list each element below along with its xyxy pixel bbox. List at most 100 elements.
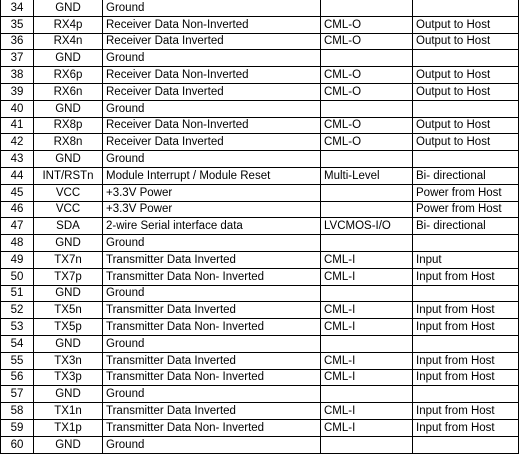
description-cell: Ground [102,234,321,252]
table-row: 51 GND Ground [0,284,519,303]
pin-number-cell: 56 [0,368,34,387]
logic-type-cell: CML-I [320,418,413,437]
signal-name-cell: RX4n [33,32,103,51]
table-row: 42 RX8n Receiver Data Inverted CML-O Output … [0,133,519,152]
signal-name-cell: GND [33,234,103,252]
logic-type-cell [320,435,413,454]
direction-cell: Input from Host [412,402,519,420]
pin-number-cell: 44 [0,166,34,185]
direction-cell: Output to Host [412,15,519,34]
direction-cell: Input [412,250,519,269]
pin-number-cell: 43 [0,150,34,168]
description-cell: Ground [102,385,321,404]
table-row: 47 SDA 2-wire Serial interface data LVCMOS-… [0,217,519,236]
signal-name-cell: RX6n [33,82,103,101]
direction-cell: Output to Host [412,133,519,152]
description-cell: Module Interrupt / Module Reset [102,166,321,185]
logic-type-cell [320,0,413,17]
description-cell: Transmitter Data Non- Inverted [102,318,321,336]
logic-type-cell: CML-I [320,301,413,320]
description-cell: Transmitter Data Inverted [102,301,321,320]
table-row: 48 GND Ground [0,234,519,252]
pin-number-cell: 34 [0,0,34,17]
direction-cell: Output to Host [412,32,519,51]
description-cell: Receiver Data Non-Inverted [102,66,321,84]
table-row: 41 RX8p Receiver Data Non-Inverted CML-O Out… [0,116,519,135]
pin-number-cell: 59 [0,418,34,437]
signal-name-cell: GND [33,385,103,404]
direction-cell [412,435,519,454]
description-cell: Transmitter Data Non- Inverted [102,267,321,286]
logic-type-cell: CML-I [320,351,413,370]
signal-name-cell: GND [33,49,103,68]
logic-type-cell: CML-O [320,116,413,135]
pin-number-cell: 41 [0,116,34,135]
logic-type-cell [320,183,413,202]
pin-number-cell: 50 [0,267,34,286]
signal-name-cell: VCC [33,200,103,219]
pin-number-cell: 55 [0,351,34,370]
description-cell: +3.3V Power [102,200,321,219]
table-row: 58 TX1n Transmitter Data Inverted CML-I Inpu… [0,402,519,420]
direction-cell: Input from Host [412,368,519,387]
direction-cell [412,385,519,404]
pin-number-cell: 38 [0,66,34,84]
pin-number-cell: 54 [0,334,34,353]
description-cell: Ground [102,334,321,353]
direction-cell: Power from Host [412,183,519,202]
pin-number-cell: 52 [0,301,34,320]
signal-name-cell: TX7n [33,250,103,269]
direction-cell: Power from Host [412,200,519,219]
signal-name-cell: GND [33,435,103,454]
table-row: 59 TX1p Transmitter Data Non- Inverted CML-… [0,418,519,437]
signal-name-cell: RX4p [33,15,103,34]
signal-name-cell: GND [33,150,103,168]
logic-type-cell [320,234,413,252]
logic-type-cell: CML-O [320,15,413,34]
pin-number-cell: 60 [0,435,34,454]
description-cell: Receiver Data Non-Inverted [102,15,321,34]
direction-cell [412,99,519,118]
direction-cell: Input from Host [412,318,519,336]
table-row: 46 VCC +3.3V Power Power from Host [0,200,519,219]
description-cell: Ground [102,435,321,454]
signal-name-cell: TX3n [33,351,103,370]
table-row: 52 TX5n Transmitter Data Inverted CML-I Inpu… [0,301,519,320]
signal-name-cell: GND [33,284,103,303]
table-row: 57 GND Ground [0,385,519,404]
pin-number-cell: 47 [0,217,34,236]
description-cell: Ground [102,284,321,303]
table-row: 39 RX6n Receiver Data Inverted CML-O Output … [0,82,519,101]
signal-name-cell: TX1n [33,402,103,420]
direction-cell: Bi- directional [412,166,519,185]
signal-name-cell: SDA [33,217,103,236]
signal-name-cell: GND [33,334,103,353]
description-cell: Receiver Data Inverted [102,133,321,152]
pin-number-cell: 37 [0,49,34,68]
logic-type-cell [320,49,413,68]
description-cell: Ground [102,0,321,17]
pin-number-cell: 48 [0,234,34,252]
logic-type-cell: CML-I [320,402,413,420]
table-row: 45 VCC +3.3V Power Power from Host [0,183,519,202]
logic-type-cell: CML-I [320,318,413,336]
logic-type-cell: CML-I [320,267,413,286]
direction-cell: Output to Host [412,82,519,101]
description-cell: Ground [102,49,321,68]
signal-name-cell: INT/RSTn [33,166,103,185]
description-cell: Transmitter Data Inverted [102,402,321,420]
pin-number-cell: 46 [0,200,34,219]
description-cell: Transmitter Data Non- Inverted [102,418,321,437]
table-row: 53 TX5p Transmitter Data Non- Inverted CML-… [0,318,519,336]
description-cell: Transmitter Data Non- Inverted [102,368,321,387]
direction-cell: Input from Host [412,301,519,320]
table-row: 44 INT/RSTn Module Interrupt / Module Rese… [0,166,519,185]
signal-name-cell: GND [33,0,103,17]
logic-type-cell: CML-I [320,368,413,387]
logic-type-cell: CML-O [320,133,413,152]
table-row: 56 TX3p Transmitter Data Non- Inverted CML-… [0,368,519,387]
table-row: 55 TX3n Transmitter Data Inverted CML-I Inpu… [0,351,519,370]
pin-number-cell: 36 [0,32,34,51]
table-row: 34 GND Ground [0,0,519,17]
